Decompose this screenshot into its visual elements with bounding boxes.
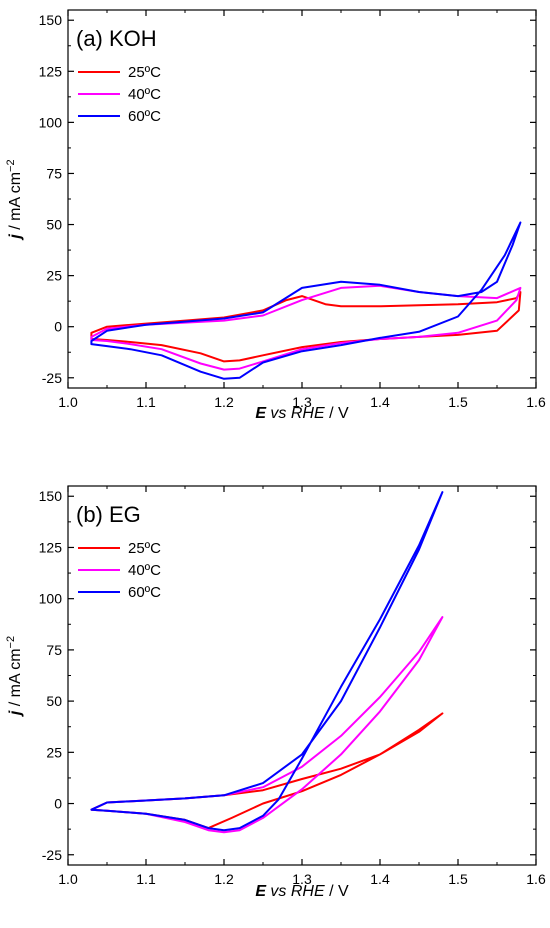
- y-tick-label: 50: [46, 693, 62, 709]
- y-tick-label: 25: [46, 744, 62, 760]
- series-line-2: [90, 284, 522, 371]
- x-tick-label: 1.5: [448, 394, 468, 410]
- x-axis-title: E vs RHE / V: [255, 405, 349, 422]
- x-tick-label: 1.4: [370, 394, 390, 410]
- y-tick-label: -25: [42, 847, 62, 863]
- legend-label: 40ºC: [128, 562, 161, 579]
- y-axis-title: j / mA cm−2: [5, 159, 24, 240]
- y-tick-label: 100: [39, 591, 63, 607]
- y-tick-label: 125: [39, 539, 63, 555]
- panel-title: (b) EG: [76, 502, 141, 527]
- panel-title: (a) KOH: [76, 26, 157, 51]
- y-tick-label: 0: [54, 319, 62, 335]
- series-line-1: [90, 291, 522, 363]
- y-tick-label: 0: [54, 796, 62, 812]
- x-tick-label: 1.1: [136, 394, 156, 410]
- y-axis-title: j / mA cm−2: [5, 636, 24, 717]
- x-tick-label: 1.4: [370, 871, 390, 887]
- x-tick-label: 1.2: [214, 871, 234, 887]
- y-tick-label: 75: [46, 165, 62, 181]
- x-tick-label: 1.3: [292, 394, 312, 410]
- y-tick-label: -25: [42, 370, 62, 386]
- x-tick-label: 1.6: [526, 871, 546, 887]
- x-tick-label: 1.2: [214, 394, 234, 410]
- chart-panel-b: 1.0 1.1 1.2 1.3 1.4 1.5 1.6 -25 0 25 50 75 100 125 150…: [5, 485, 546, 900]
- y-tick-label: 125: [39, 63, 63, 79]
- chart-panel-a: 1.0 1.1 1.2 1.3 1.4 1.5 1.6 -25 0 25 50 75 100 125 150…: [5, 9, 546, 422]
- y-tick-label: 150: [39, 488, 63, 504]
- x-axis-title: E vs RHE / V: [255, 883, 349, 900]
- legend-label: 40ºC: [128, 86, 161, 103]
- legend-label: 25ºC: [128, 64, 161, 81]
- legend-label: 60ºC: [128, 108, 161, 125]
- x-tick-label: 1.3: [292, 871, 312, 887]
- y-tick-label: 75: [46, 642, 62, 658]
- y-tick-label: 25: [46, 268, 62, 284]
- legend-label: 60ºC: [128, 584, 161, 601]
- y-tick-label: 100: [39, 114, 63, 130]
- y-tick-label: 150: [39, 12, 63, 28]
- x-tick-label: 1.0: [58, 871, 78, 887]
- x-tick-label: 1.5: [448, 871, 468, 887]
- legend-label: 25ºC: [128, 540, 161, 557]
- x-tick-label: 1.1: [136, 871, 156, 887]
- series-line-3: [90, 491, 444, 832]
- series-line-3: [90, 221, 522, 380]
- x-tick-label: 1.0: [58, 394, 78, 410]
- x-tick-label: 1.6: [526, 394, 546, 410]
- y-tick-label: 50: [46, 217, 62, 233]
